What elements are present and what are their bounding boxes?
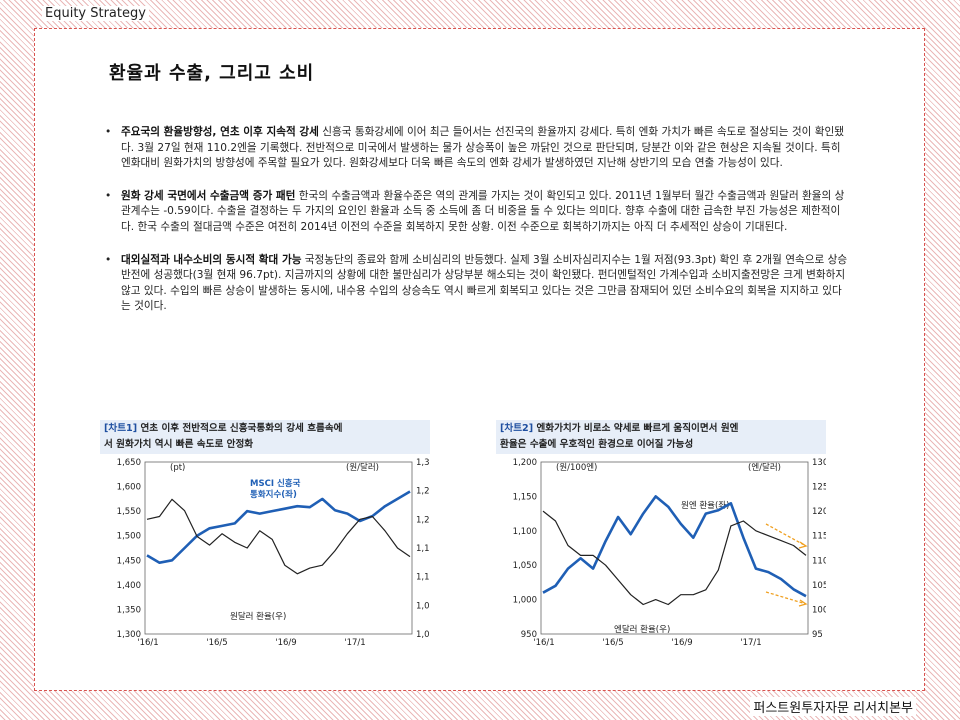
chart2-x-tick-label: '17/1 bbox=[740, 638, 761, 648]
page-title: 환율과 수출, 그리고 소비 bbox=[109, 63, 315, 84]
chart1-title-line2: 서 원화가치 역시 빠른 속도로 안정화 bbox=[104, 439, 254, 450]
chart2-title-line1: 엔화가치가 비로소 약세로 빠르게 움직이면서 원엔 bbox=[533, 423, 739, 434]
chart2-left-tick-label: 950 bbox=[521, 630, 537, 640]
chart1-legend-b: 원달러 환율(우) bbox=[230, 611, 286, 622]
bullet-item: 주요국의 환율방향성, 연초 이후 지속적 강세 신흥국 통화강세에 이어 최근… bbox=[105, 125, 850, 172]
chart2-right-tick-label: 95 bbox=[812, 630, 823, 640]
chart1-left-tick-label: 1,500 bbox=[117, 532, 141, 542]
chart2-right-tick-label: 110 bbox=[812, 556, 826, 566]
chart2-unit-right: (엔/달러) bbox=[748, 462, 781, 473]
chart1-left-tick-label: 1,450 bbox=[117, 556, 141, 566]
chart2-svg: (원/100엔) (엔/달러) 원엔 환율(좌) 엔달러 환율(우) 1,200… bbox=[513, 458, 826, 648]
chart1-left-tick-label: 1,400 bbox=[117, 581, 141, 591]
chart2-left-tick-label: 1,200 bbox=[513, 458, 537, 468]
chart2-series-line-1 bbox=[542, 510, 807, 606]
chart1-right-tick-label: 1,200 bbox=[416, 515, 430, 525]
chart2-title: [차트2] 엔화가치가 비로소 약세로 빠르게 움직이면서 원엔 환율은 수출에… bbox=[496, 420, 826, 454]
section-label: Equity Strategy bbox=[42, 6, 149, 21]
chart2-right-tick-label: 130 bbox=[812, 458, 826, 468]
chart1-left-tick-label: 1,550 bbox=[117, 507, 141, 517]
chart2-right-tick-label: 100 bbox=[812, 605, 826, 615]
chart1-x-tick-label: '16/9 bbox=[275, 638, 296, 648]
chart1-right-tick-label: 1,050 bbox=[416, 601, 430, 611]
chart2-title-line2: 환율은 수출에 우호적인 환경으로 이어질 가능성 bbox=[500, 439, 694, 450]
chart2-right-tick-label: 125 bbox=[812, 483, 826, 493]
bullet-body: 신흥국 통화강세에 이어 최근 들어서는 선진국의 환율까지 강세다. 특히 엔… bbox=[121, 126, 844, 170]
arrowhead-icon bbox=[798, 541, 808, 549]
chart2-x-tick-label: '16/1 bbox=[533, 638, 554, 648]
chart1-legend-a2: 통화지수(좌) bbox=[250, 489, 297, 500]
bullet-list: 주요국의 환율방향성, 연초 이후 지속적 강세 신흥국 통화강세에 이어 최근… bbox=[105, 125, 850, 332]
chart1-legend-a1: MSCI 신흥국 bbox=[250, 478, 301, 489]
chart1-left-tick-label: 1,600 bbox=[117, 483, 141, 493]
bullet-lead: 주요국의 환율방향성, 연초 이후 지속적 강세 bbox=[121, 126, 319, 138]
chart2-x-tick-label: '16/9 bbox=[671, 638, 692, 648]
chart2-series-line-0 bbox=[542, 495, 807, 598]
chart2-right-tick-label: 120 bbox=[812, 507, 826, 517]
arrowhead-icon bbox=[798, 599, 808, 607]
chart1-x-tick-label: '17/1 bbox=[344, 638, 365, 648]
chart2-left-tick-label: 1,150 bbox=[513, 492, 537, 502]
footer-org: 퍼스트원투자자문 리서치본부 bbox=[750, 697, 916, 716]
chart2-tag: [차트2] bbox=[500, 423, 534, 434]
chart2-legend-a: 원엔 환율(좌) bbox=[681, 500, 729, 511]
chart2-left-tick-label: 1,050 bbox=[513, 561, 537, 571]
chart1-title: [차트1] 연초 이후 전반적으로 신흥국통화의 강세 흐름속에 서 원화가치 … bbox=[100, 420, 430, 454]
chart1-svg: (pt) (원/달러) MSCI 신흥국 통화지수(좌) 원달러 환율(우) 1… bbox=[117, 458, 430, 648]
chart1-unit-right: (원/달러) bbox=[346, 462, 379, 473]
chart1-x-tick-label: '16/1 bbox=[137, 638, 158, 648]
bullet-lead: 원화 강세 국면에서 수출금액 증가 패턴 bbox=[121, 189, 296, 202]
chart1-right-tick-label: 1,250 bbox=[416, 487, 430, 497]
chart1-right-tick-label: 1,300 bbox=[416, 458, 430, 468]
trend-arrow-down bbox=[765, 591, 807, 605]
chart2-x-tick-label: '16/5 bbox=[602, 638, 623, 648]
chart1-unit-left: (pt) bbox=[170, 463, 185, 473]
chart1-series-line-1 bbox=[146, 498, 411, 575]
chart2-unit-left: (원/100엔) bbox=[556, 462, 597, 473]
bullet-item: 대외실적과 내수소비의 동시적 확대 가능 국정농단의 종료와 함께 소비심리의… bbox=[105, 253, 850, 315]
chart2-right-tick-label: 115 bbox=[812, 532, 826, 542]
chart1-title-line1: 연초 이후 전반적으로 신흥국통화의 강세 흐름속에 bbox=[137, 423, 343, 434]
chart1-tag: [차트1] bbox=[104, 423, 138, 434]
chart1-plot-frame bbox=[144, 461, 413, 635]
bullet-lead: 대외실적과 내수소비의 동시적 확대 가능 bbox=[121, 253, 302, 266]
chart2-left-tick-label: 1,000 bbox=[513, 596, 537, 606]
chart2-right-tick-label: 105 bbox=[812, 581, 826, 591]
chart1-left-tick-label: 1,350 bbox=[117, 605, 141, 615]
bullet-body: 한국의 수출금액과 환율수준은 역의 관계를 가지는 것이 확인되고 있다. 2… bbox=[121, 189, 845, 233]
chart2-box: [차트2] 엔화가치가 비로소 약세로 빠르게 움직이면서 원엔 환율은 수출에… bbox=[496, 420, 826, 654]
chart1-series-line-0 bbox=[146, 490, 411, 564]
chart1-right-tick-label: 1,150 bbox=[416, 544, 430, 554]
chart1-right-tick-label: 1,100 bbox=[416, 573, 430, 583]
chart1-box: [차트1] 연초 이후 전반적으로 신흥국통화의 강세 흐름속에 서 원화가치 … bbox=[100, 420, 430, 654]
bullet-body: 국정농단의 종료와 함께 소비심리의 반등했다. 실제 3월 소비자심리지수는 … bbox=[121, 253, 848, 313]
chart1-right-tick-label: 1,000 bbox=[416, 630, 430, 640]
chart1-left-tick-label: 1,650 bbox=[117, 458, 141, 468]
chart2-legend-b: 엔달러 환율(우) bbox=[614, 624, 670, 635]
chart2-left-tick-label: 1,100 bbox=[513, 527, 537, 537]
chart2-plot-frame bbox=[540, 461, 809, 635]
bullet-item: 원화 강세 국면에서 수출금액 증가 패턴 한국의 수출금액과 환율수준은 역의… bbox=[105, 189, 850, 236]
chart1-x-tick-label: '16/5 bbox=[206, 638, 227, 648]
chart1-left-tick-label: 1,300 bbox=[117, 630, 141, 640]
trend-arrow-up bbox=[765, 523, 807, 547]
